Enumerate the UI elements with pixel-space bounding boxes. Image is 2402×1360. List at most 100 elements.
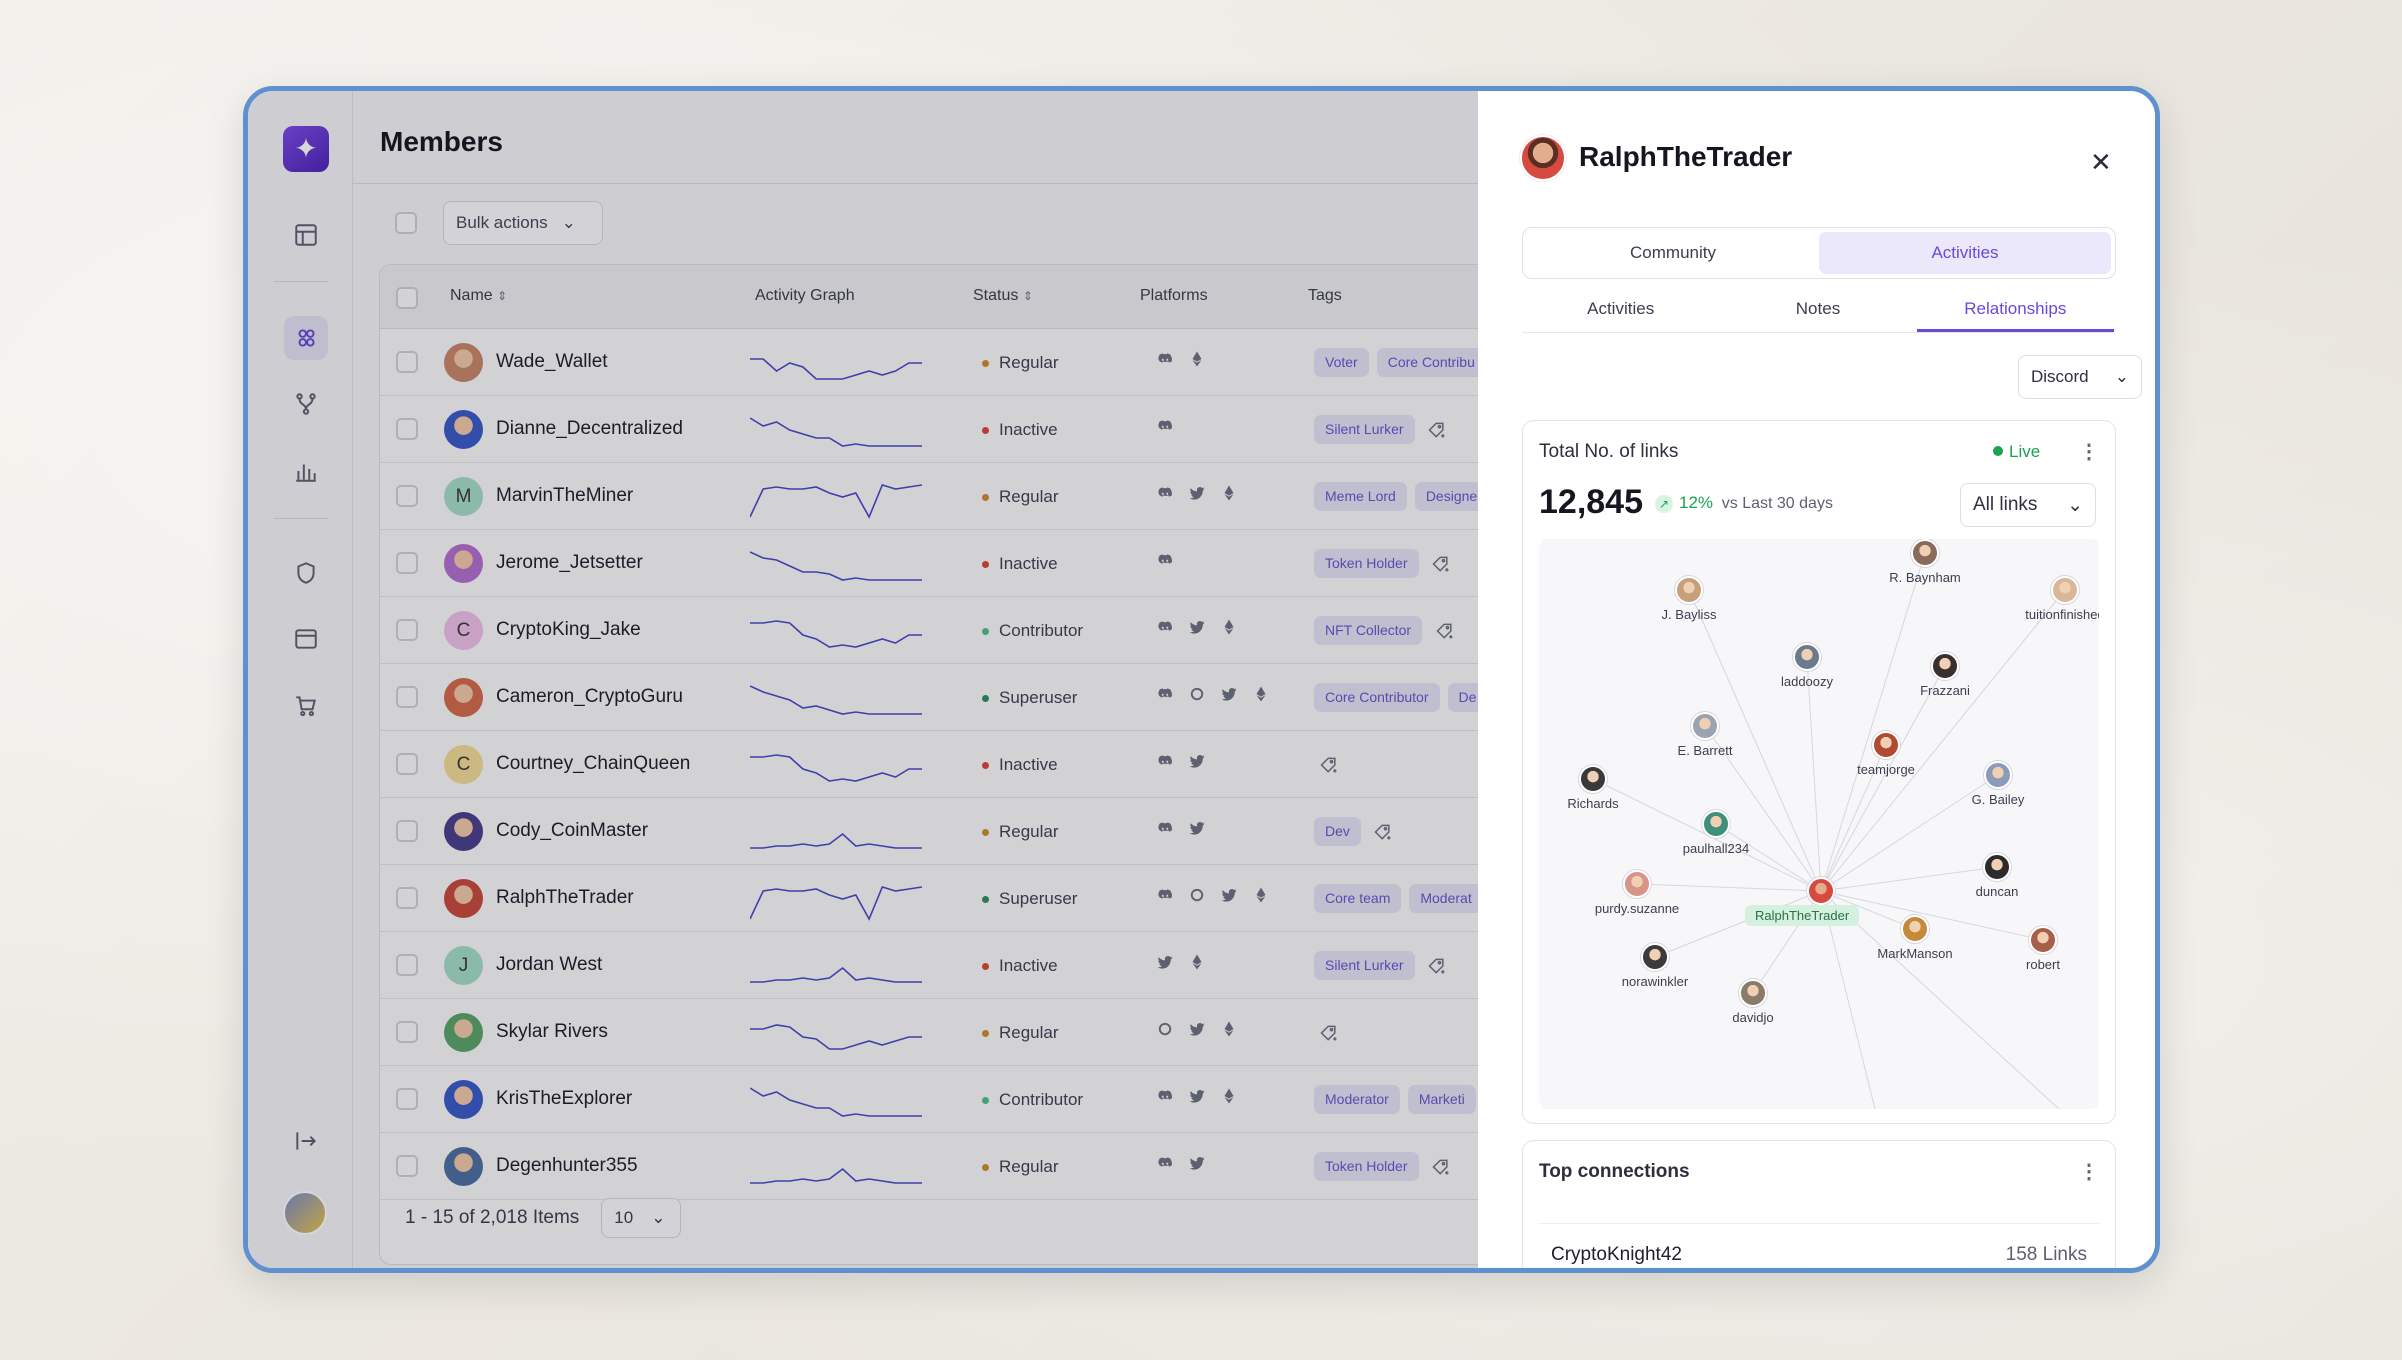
- tab-activities[interactable]: Activities: [1819, 232, 2111, 274]
- analytics-icon[interactable]: [284, 449, 328, 493]
- tag-badge[interactable]: Designe: [1414, 482, 1488, 511]
- row-checkbox[interactable]: [396, 1088, 418, 1110]
- member-name[interactable]: Skylar Rivers: [496, 1021, 608, 1042]
- logout-icon[interactable]: [284, 1119, 328, 1163]
- tag-badge[interactable]: Token Holder: [1314, 1152, 1419, 1181]
- table-row[interactable]: Skylar Rivers Regular: [380, 999, 1488, 1066]
- network-node[interactable]: [1901, 915, 1929, 943]
- network-node[interactable]: [1872, 731, 1900, 759]
- member-name[interactable]: Jordan West: [496, 954, 603, 975]
- network-node[interactable]: [2029, 926, 2057, 954]
- user-avatar[interactable]: [283, 1191, 327, 1235]
- network-node[interactable]: [1793, 643, 1821, 671]
- page-size-select[interactable]: 10 ⌄: [601, 1198, 682, 1238]
- member-name[interactable]: CryptoKing_Jake: [496, 619, 641, 640]
- cart-icon[interactable]: [284, 684, 328, 728]
- tag-badge[interactable]: Silent Lurker: [1314, 415, 1415, 444]
- network-node[interactable]: [1911, 539, 1939, 567]
- subtab-relationships[interactable]: Relationships: [1916, 299, 2114, 332]
- network-node[interactable]: [1641, 943, 1669, 971]
- members-icon[interactable]: [284, 316, 328, 360]
- table-row[interactable]: Cody_CoinMaster Regular Dev: [380, 798, 1488, 865]
- more-icon[interactable]: ⋮: [2079, 1161, 2099, 1183]
- row-checkbox[interactable]: [396, 686, 418, 708]
- row-checkbox[interactable]: [396, 485, 418, 507]
- add-tag-icon[interactable]: [1423, 951, 1452, 980]
- app-logo-icon[interactable]: ✦: [283, 126, 329, 172]
- tab-community[interactable]: Community: [1630, 243, 1716, 262]
- subtab-notes[interactable]: Notes: [1795, 299, 1841, 318]
- row-checkbox[interactable]: [396, 351, 418, 373]
- network-node[interactable]: [1739, 979, 1767, 1007]
- add-tag-icon[interactable]: [1369, 817, 1398, 846]
- network-node[interactable]: [1984, 761, 2012, 789]
- header-checkbox[interactable]: [396, 287, 418, 309]
- network-node[interactable]: [1983, 853, 2011, 881]
- close-icon[interactable]: ✕: [2090, 147, 2112, 177]
- row-checkbox[interactable]: [396, 619, 418, 641]
- network-node[interactable]: [1675, 576, 1703, 604]
- tag-badge[interactable]: Core Contributor: [1314, 683, 1440, 712]
- member-name[interactable]: RalphTheTrader: [496, 887, 634, 908]
- tag-badge[interactable]: Meme Lord: [1314, 482, 1407, 511]
- bulk-actions-dropdown[interactable]: Bulk actions ⌄: [443, 201, 603, 245]
- column-name[interactable]: Name ⇕: [450, 287, 507, 305]
- table-row[interactable]: Degenhunter355 Regular Token Holder: [380, 1133, 1488, 1200]
- member-name[interactable]: Dianne_Decentralized: [496, 418, 683, 439]
- network-node[interactable]: [1702, 810, 1730, 838]
- platform-filter-dropdown[interactable]: Discord ⌄: [2018, 355, 2142, 399]
- network-node[interactable]: [2051, 576, 2079, 604]
- row-checkbox[interactable]: [396, 887, 418, 909]
- branch-icon[interactable]: [284, 382, 328, 426]
- row-checkbox[interactable]: [396, 954, 418, 976]
- table-row[interactable]: Dianne_Decentralized Inactive Silent Lurke…: [380, 396, 1488, 463]
- network-node[interactable]: [1691, 712, 1719, 740]
- member-name[interactable]: KrisTheExplorer: [496, 1088, 633, 1109]
- dim-overlay[interactable]: [248, 91, 1478, 1268]
- list-item[interactable]: CryptoKnight42 158 Links: [1539, 1223, 2099, 1268]
- subtab-activities[interactable]: Activities: [1587, 299, 1655, 318]
- links-filter-dropdown[interactable]: All links ⌄: [1960, 483, 2096, 527]
- add-tag-icon[interactable]: [1314, 750, 1343, 779]
- member-name[interactable]: Jerome_Jetsetter: [496, 552, 643, 573]
- member-name[interactable]: Cameron_CryptoGuru: [496, 686, 683, 707]
- table-row[interactable]: J Jordan West Inactive Silent Lurker: [380, 932, 1488, 999]
- network-center-node[interactable]: [1807, 877, 1835, 905]
- row-checkbox[interactable]: [396, 1021, 418, 1043]
- layout-icon[interactable]: [284, 213, 328, 257]
- tag-badge[interactable]: Core Contribu: [1376, 348, 1486, 377]
- member-name[interactable]: Cody_CoinMaster: [496, 820, 649, 841]
- member-name[interactable]: Courtney_ChainQueen: [496, 753, 691, 774]
- tag-badge[interactable]: Marketi: [1407, 1085, 1476, 1114]
- tag-badge[interactable]: Token Holder: [1314, 549, 1419, 578]
- table-row[interactable]: C CryptoKing_Jake Contributor NFT Collector: [380, 597, 1488, 664]
- table-row[interactable]: RalphTheTrader Superuser Core team Moderat: [380, 865, 1488, 932]
- add-tag-icon[interactable]: [1430, 616, 1459, 645]
- shield-icon[interactable]: [284, 551, 328, 595]
- add-tag-icon[interactable]: [1314, 1018, 1343, 1047]
- row-checkbox[interactable]: [396, 820, 418, 842]
- relationship-network-graph[interactable]: J. Bayliss R. Baynham tuitionfinished laddo…: [1539, 539, 2099, 1109]
- table-row[interactable]: Wade_Wallet Regular Voter Core Contribu: [380, 329, 1488, 396]
- row-checkbox[interactable]: [396, 1155, 418, 1177]
- window-icon[interactable]: [284, 617, 328, 661]
- more-icon[interactable]: ⋮: [2079, 441, 2099, 463]
- add-tag-icon[interactable]: [1427, 549, 1456, 578]
- network-node[interactable]: [1579, 765, 1607, 793]
- tag-badge[interactable]: NFT Collector: [1314, 616, 1423, 645]
- row-checkbox[interactable]: [396, 552, 418, 574]
- add-tag-icon[interactable]: [1427, 1152, 1456, 1181]
- network-node[interactable]: [1623, 870, 1651, 898]
- member-name[interactable]: Degenhunter355: [496, 1155, 638, 1176]
- tag-badge[interactable]: Silent Lurker: [1314, 951, 1415, 980]
- column-status[interactable]: Status ⇕: [973, 287, 1033, 305]
- member-name[interactable]: MarvinTheMiner: [496, 485, 634, 506]
- add-tag-icon[interactable]: [1423, 415, 1452, 444]
- table-row[interactable]: KrisTheExplorer Contributor Moderator Marke…: [380, 1066, 1488, 1133]
- tag-badge[interactable]: Moderat: [1409, 884, 1483, 913]
- table-row[interactable]: M MarvinTheMiner Regular Meme Lord Designe: [380, 463, 1488, 530]
- tag-badge[interactable]: Dev: [1314, 817, 1361, 846]
- network-node[interactable]: [1931, 652, 1959, 680]
- row-checkbox[interactable]: [396, 753, 418, 775]
- tag-badge[interactable]: Core team: [1314, 884, 1402, 913]
